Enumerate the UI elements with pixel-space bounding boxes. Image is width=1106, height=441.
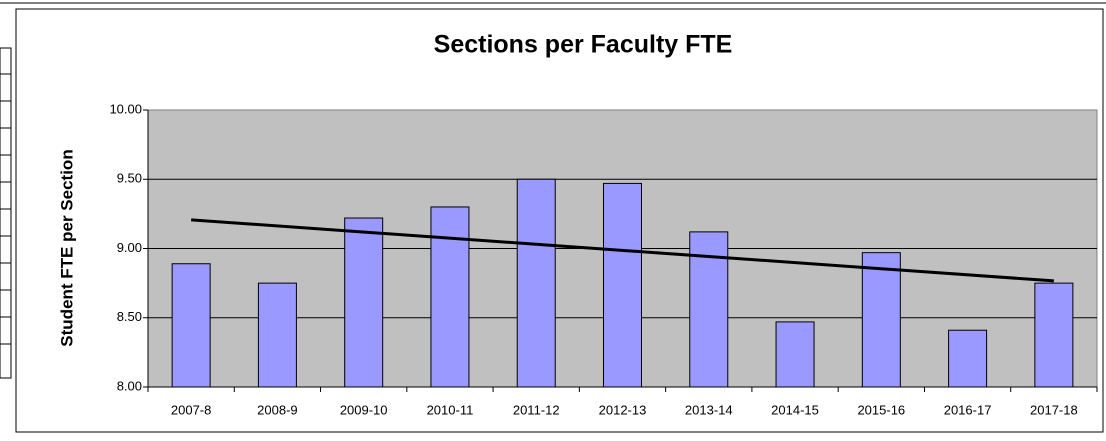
side-table	[0, 47, 12, 379]
trend-line	[191, 218, 1054, 283]
bar	[516, 178, 556, 388]
bar	[171, 263, 211, 388]
bar	[775, 321, 815, 388]
x-tick-label: 2009-10	[340, 402, 388, 417]
y-tick-label: 9.50	[117, 171, 142, 186]
side-table-rows	[0, 73, 11, 345]
bar	[1034, 282, 1074, 388]
bar	[430, 206, 470, 388]
x-tick-label: 2012-13	[599, 402, 647, 417]
y-tick-label: 10.00	[109, 101, 142, 116]
x-tick-label: 2010-11	[427, 402, 474, 417]
y-axis-label: Student FTE per Section	[57, 149, 76, 346]
y-tick-label: 8.00	[117, 378, 142, 393]
chart-title: Sections per Faculty FTE	[434, 31, 733, 59]
x-tick-label: 2011-12	[513, 402, 560, 417]
bar	[861, 252, 901, 388]
x-tick-label: 2013-14	[685, 402, 733, 417]
x-tick-label: 2016-17	[944, 402, 992, 417]
x-tick-label: 2014-15	[771, 402, 819, 417]
y-tick-label: 9.00	[117, 240, 142, 255]
bar	[948, 329, 988, 388]
x-tick-label: 2007-8	[171, 402, 211, 417]
x-tick-label: 2008-9	[257, 402, 297, 417]
bar	[257, 282, 297, 388]
y-tick-label: 8.50	[117, 309, 142, 324]
x-tick-label: 2015-16	[857, 402, 905, 417]
bar	[344, 217, 384, 388]
bar	[603, 182, 642, 388]
x-tick-label: 2017-18	[1030, 402, 1078, 417]
